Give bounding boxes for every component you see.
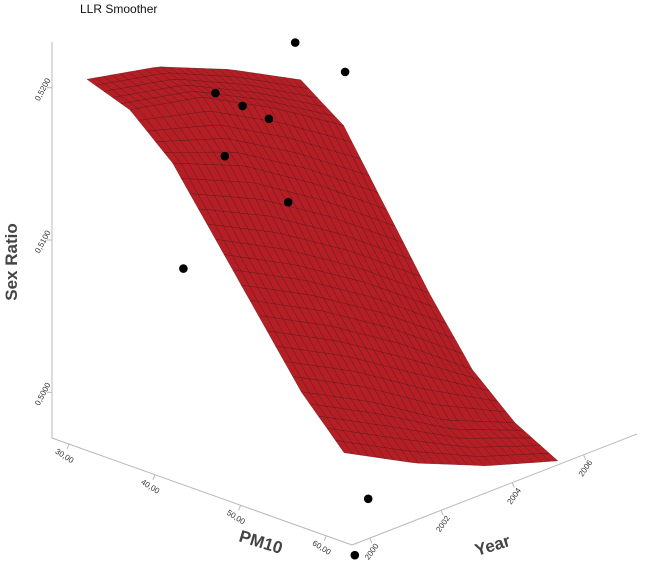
y-tick-mark xyxy=(440,510,444,516)
x-tick-mark xyxy=(66,443,70,450)
z-axis-label: Sex Ratio xyxy=(2,223,21,300)
data-point xyxy=(340,67,350,77)
tick-label: 2006 xyxy=(577,458,595,478)
data-point xyxy=(179,264,188,273)
tick-label: 50,00 xyxy=(225,508,247,527)
tick-label: 30,00 xyxy=(54,447,76,466)
x-axis-label: PM10 xyxy=(237,527,285,558)
surface-facet xyxy=(335,440,353,455)
y-axis-label: Year xyxy=(473,531,513,560)
surface-mesh xyxy=(86,66,559,466)
y-tick-mark xyxy=(511,482,515,488)
tick-label: 2004 xyxy=(505,486,523,506)
tick-label: 0,5200 xyxy=(33,76,53,102)
y-tick-mark xyxy=(369,537,373,544)
axis-line-pm10 xyxy=(51,437,353,546)
tick-label: 60,00 xyxy=(311,539,333,558)
data-point xyxy=(363,494,373,504)
axis-line-year xyxy=(351,433,638,546)
tick-label: 0,5100 xyxy=(33,228,53,254)
tick-label: 40,00 xyxy=(139,477,161,496)
data-point xyxy=(350,550,360,560)
tick-label: 2000 xyxy=(363,541,381,561)
y-tick-mark xyxy=(583,454,587,460)
data-point xyxy=(211,88,220,98)
tick-label: 0,5000 xyxy=(33,381,53,407)
data-point xyxy=(220,151,230,161)
chart-title: LLR Smoother xyxy=(80,2,157,16)
data-point xyxy=(264,114,274,124)
data-point xyxy=(290,38,300,47)
x-tick-mark xyxy=(323,535,327,541)
data-point xyxy=(283,197,293,207)
data-points xyxy=(179,38,373,560)
x-tick-mark xyxy=(238,505,242,511)
tick-label: 2002 xyxy=(434,514,452,534)
x-tick-mark xyxy=(152,474,156,480)
data-point xyxy=(238,101,247,111)
